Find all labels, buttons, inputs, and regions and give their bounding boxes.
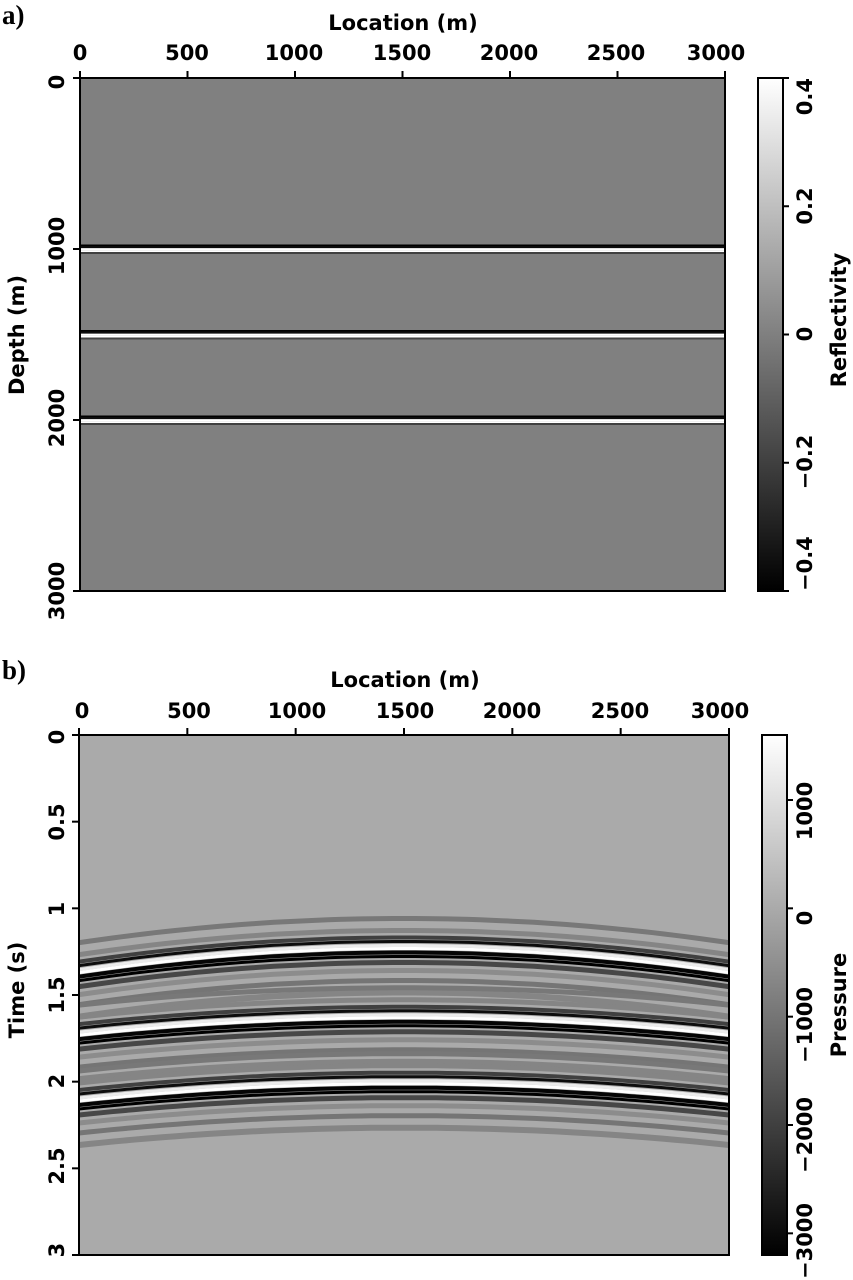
panel-a-plot-area xyxy=(73,71,726,592)
panel-a-colorbar-ticks: 0.4 0.2 0 −0.2 −0.4 xyxy=(793,78,817,591)
seismic-event-curve xyxy=(79,1075,729,1096)
seismic-event-curve xyxy=(79,978,729,1008)
x-tick-label: 2000 xyxy=(480,41,538,65)
y-tick-label: 0 xyxy=(45,730,69,745)
seismic-event-curve xyxy=(79,997,729,1020)
seismic-event-curve xyxy=(79,944,729,972)
seismic-event-curve xyxy=(79,1063,729,1086)
panel-b-x-axis-title: Location (m) xyxy=(330,668,479,692)
colorbar-tick-label: −2000 xyxy=(793,1097,817,1173)
seismic-event-curve xyxy=(79,1013,729,1034)
x-tick-label: 500 xyxy=(165,41,209,65)
y-tick-label: 1.5 xyxy=(45,976,69,1013)
y-tick-label: 0 xyxy=(45,75,69,90)
seismic-event-curve xyxy=(79,1037,729,1060)
panel-a-y-axis-title: Depth (m) xyxy=(5,275,29,395)
panel-a-x-axis-title: Location (m) xyxy=(328,11,477,35)
colorbar-tick-label: 0 xyxy=(793,327,817,342)
y-tick-label: 3000 xyxy=(45,562,69,620)
colorbar-tick-label: −3000 xyxy=(793,1203,817,1279)
seismic-event-curve xyxy=(79,1029,729,1052)
panel-a-y-ticks: 0 1000 2000 3000 xyxy=(45,75,69,621)
panel-b-colorbar-title: Pressure xyxy=(827,953,851,1058)
seismic-event-curve xyxy=(79,1124,729,1148)
seismic-event-curve xyxy=(79,1009,729,1030)
x-tick-label: 1500 xyxy=(376,699,434,723)
panel-b-x-ticks: 0 500 1000 1500 2000 2500 3000 xyxy=(75,699,750,723)
y-tick-label: 1 xyxy=(45,902,69,917)
seismic-event-curve xyxy=(79,985,729,1008)
panel-b-y-ticks: 0 0.5 1 1.5 2 2.5 3 xyxy=(45,730,69,1258)
seismic-event-curve xyxy=(79,1058,729,1083)
plot-content xyxy=(79,916,729,1148)
y-tick-label: 1000 xyxy=(45,217,69,275)
seismic-event-curve xyxy=(79,1079,729,1100)
panel-b-label: b) xyxy=(2,655,26,685)
x-tick-label: 3000 xyxy=(687,41,745,65)
colorbar-tick-label: 0 xyxy=(793,911,817,926)
colorbar-gradient-fill xyxy=(762,735,787,1255)
seismic-event-curve xyxy=(79,947,729,975)
seismic-event-curve xyxy=(79,989,729,1020)
colorbar-tick-label: −0.2 xyxy=(793,435,817,490)
seismic-event-curve xyxy=(79,1051,729,1074)
panel-a-x-ticks: 0 500 1000 1500 2000 2500 3000 xyxy=(73,41,746,65)
panel-b-plot-area xyxy=(72,728,730,1256)
colorbar-tick-label: −1000 xyxy=(793,987,817,1063)
seismic-event-curve xyxy=(79,1004,729,1027)
panel-a-label: a) xyxy=(2,0,25,30)
x-tick-label: 0 xyxy=(73,41,88,65)
panel-b: b) Location (m) Time (s) Pressure 0 500 … xyxy=(2,655,851,1279)
x-tick-label: 2500 xyxy=(591,699,649,723)
seismic-event-curve xyxy=(79,1070,729,1092)
y-tick-label: 2 xyxy=(45,1074,69,1089)
x-tick-label: 1500 xyxy=(373,41,431,65)
seismic-event-curve xyxy=(79,1095,729,1118)
x-tick-label: 3000 xyxy=(691,699,749,723)
colorbar-tick-label: 0.4 xyxy=(793,78,817,115)
seismic-event-curve xyxy=(79,1024,729,1045)
seismic-event-curve xyxy=(79,1085,729,1107)
x-tick-label: 1000 xyxy=(265,41,323,65)
seismic-event-curve xyxy=(79,955,729,983)
colorbar-tick-label: 1000 xyxy=(793,782,817,840)
seismic-event-curve xyxy=(79,1047,729,1070)
seismic-event-curve xyxy=(79,1103,729,1126)
panel-b-y-axis-title: Time (s) xyxy=(5,942,29,1039)
panel-a-colorbar xyxy=(757,77,789,592)
x-tick-label: 0 xyxy=(75,699,90,723)
y-tick-label: 0.5 xyxy=(45,803,69,840)
x-tick-label: 2000 xyxy=(483,699,541,723)
x-tick-label: 500 xyxy=(167,699,211,723)
seismic-event-curve xyxy=(79,928,729,958)
colorbar-tick-label: 0.2 xyxy=(793,187,817,224)
panel-a-colorbar-title: Reflectivity xyxy=(827,252,851,387)
seismic-event-curve xyxy=(79,1019,729,1042)
seismic-event-curve xyxy=(79,1016,729,1037)
panel-b-colorbar-ticks: 1000 0 −1000 −2000 −3000 xyxy=(793,782,817,1279)
panel-a: a) Location (m) Depth (m) Reflectivity 0… xyxy=(2,0,851,620)
y-tick-label: 3 xyxy=(45,1243,69,1258)
colorbar-tick-label: −0.4 xyxy=(793,536,817,591)
colorbar-gradient-fill xyxy=(758,78,783,591)
plot-content xyxy=(80,244,725,425)
y-tick-label: 2.5 xyxy=(45,1147,69,1184)
seismic-event-curve xyxy=(79,1082,729,1103)
seismic-event-curve xyxy=(79,940,729,968)
seismic-event-curve xyxy=(79,916,729,946)
x-tick-label: 1000 xyxy=(268,699,326,723)
x-tick-label: 2500 xyxy=(587,41,645,65)
seismic-event-curve xyxy=(79,935,729,964)
colorbar-frame xyxy=(761,734,788,1256)
y-tick-label: 2000 xyxy=(45,389,69,447)
seismic-event-curve xyxy=(79,1090,729,1111)
seismic-event-curve xyxy=(79,1113,729,1136)
seismic-event-curve xyxy=(79,960,729,990)
seismic-event-curve xyxy=(79,950,729,979)
panel-b-colorbar xyxy=(761,734,793,1256)
seismic-event-curve xyxy=(79,968,729,998)
